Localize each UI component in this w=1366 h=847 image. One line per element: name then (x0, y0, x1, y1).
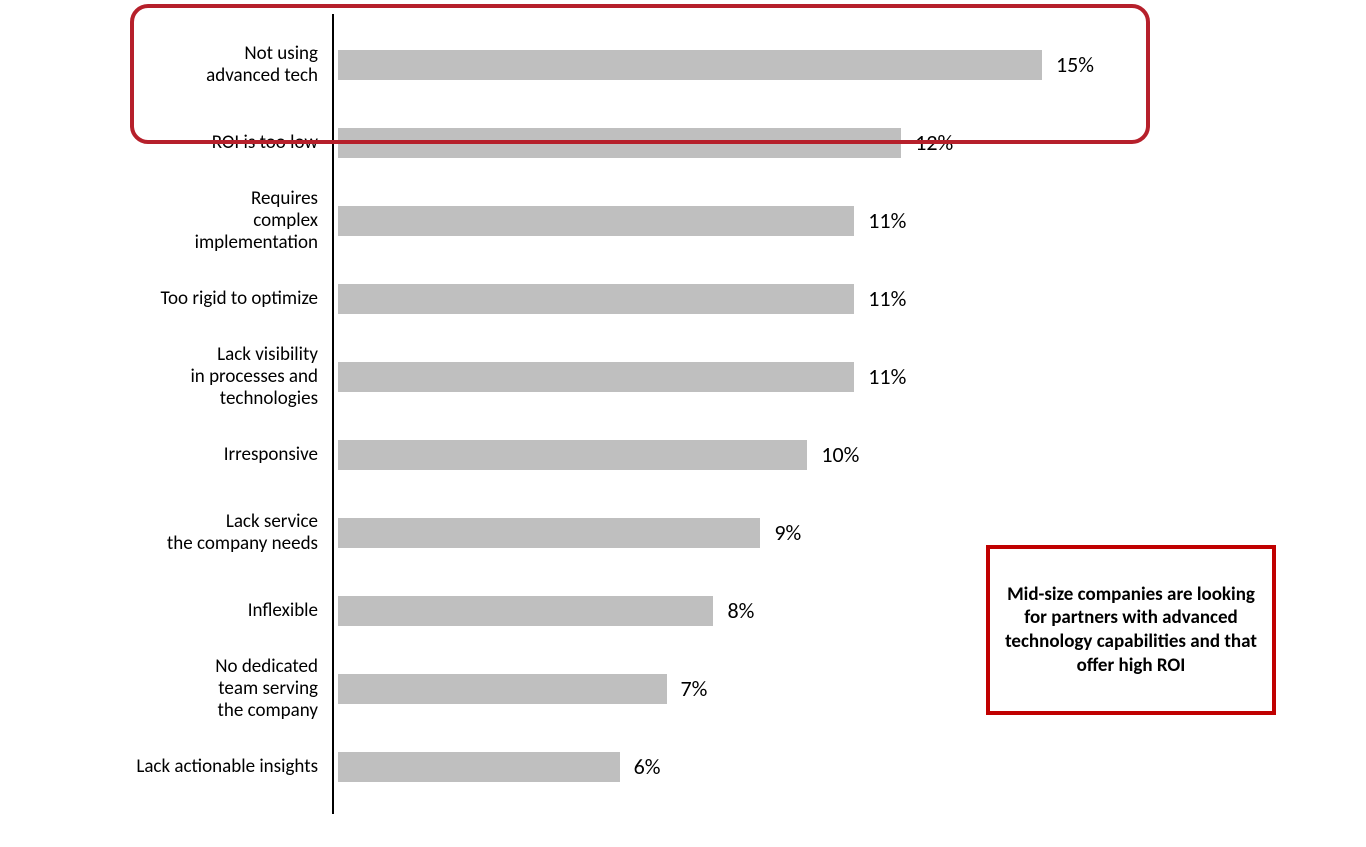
highlight-box (130, 4, 1150, 144)
bar (338, 206, 854, 236)
bar-label: Irresponsive (98, 444, 318, 466)
bar-value: 9% (774, 522, 801, 544)
callout-box: Mid-size companies are looking for partn… (986, 545, 1276, 715)
bar-chart: Not using advanced tech15%ROI is too low… (0, 0, 1366, 847)
bar-label: Too rigid to optimize (98, 288, 318, 310)
bar-label: Inflexible (98, 600, 318, 622)
bar-value: 11% (868, 366, 906, 388)
bar (338, 674, 667, 704)
bar (338, 518, 760, 548)
bar-label: No dedicated team serving the company (98, 656, 318, 722)
bar-value: 7% (681, 678, 708, 700)
bar (338, 362, 854, 392)
bar (338, 596, 713, 626)
bar (338, 284, 854, 314)
bar-label: Requires complex implementation (98, 188, 318, 254)
bar-label: Lack actionable insights (98, 756, 318, 778)
bar-label: Lack visibility in processes and technol… (98, 344, 318, 410)
bar-value: 11% (868, 210, 906, 232)
bar (338, 440, 807, 470)
bar-value: 8% (727, 600, 754, 622)
bar-value: 11% (868, 288, 906, 310)
bar-value: 6% (634, 756, 661, 778)
bar (338, 752, 620, 782)
bar-label: Lack service the company needs (98, 511, 318, 555)
bar-value: 10% (821, 444, 859, 466)
